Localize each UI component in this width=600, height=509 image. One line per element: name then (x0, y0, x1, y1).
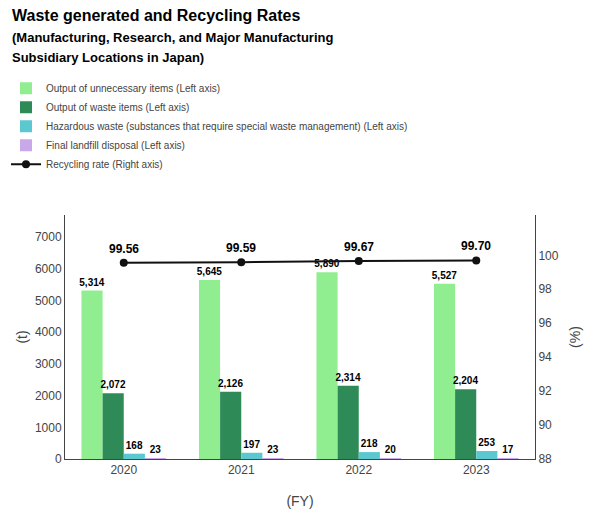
svg-text:94: 94 (538, 350, 552, 364)
svg-text:Hazardous waste (substances th: Hazardous waste (substances that require… (46, 121, 407, 132)
svg-text:3000: 3000 (35, 357, 62, 371)
svg-text:92: 92 (538, 384, 552, 398)
svg-text:2022: 2022 (345, 463, 372, 477)
svg-text:2,314: 2,314 (335, 372, 360, 383)
svg-text:168: 168 (126, 440, 143, 451)
svg-text:218: 218 (361, 438, 378, 449)
svg-text:5,645: 5,645 (197, 266, 222, 277)
svg-text:4000: 4000 (35, 325, 62, 339)
svg-text:6000: 6000 (35, 262, 62, 276)
svg-text:23: 23 (150, 444, 162, 455)
svg-text:2,204: 2,204 (453, 375, 478, 386)
svg-text:2,126: 2,126 (218, 378, 243, 389)
svg-text:0: 0 (55, 452, 62, 466)
svg-text:99.56: 99.56 (109, 242, 139, 256)
svg-text:5000: 5000 (35, 294, 62, 308)
svg-text:5,890: 5,890 (314, 258, 339, 269)
svg-text:Output of unnecessary items (L: Output of unnecessary items (Left axis) (46, 83, 220, 94)
svg-text:5,527: 5,527 (432, 270, 457, 281)
svg-text:2020: 2020 (110, 463, 137, 477)
svg-text:98: 98 (538, 282, 552, 296)
svg-text:2023: 2023 (463, 463, 490, 477)
svg-text:2000: 2000 (35, 389, 62, 403)
svg-text:96: 96 (538, 316, 552, 330)
svg-text:Final landfill disposal (Left: Final landfill disposal (Left axis) (46, 140, 185, 151)
svg-text:(t): (t) (14, 330, 30, 343)
svg-text:99.59: 99.59 (226, 241, 256, 255)
svg-text:(%): (%) (567, 326, 583, 348)
svg-text:88: 88 (538, 452, 552, 466)
svg-text:Recycling rate (Right axis): Recycling rate (Right axis) (46, 159, 163, 170)
svg-text:99.67: 99.67 (344, 240, 374, 254)
svg-text:7000: 7000 (35, 230, 62, 244)
svg-text:2021: 2021 (228, 463, 255, 477)
svg-text:2,072: 2,072 (100, 379, 125, 390)
svg-text:90: 90 (538, 418, 552, 432)
svg-text:100: 100 (538, 249, 558, 263)
svg-text:5,314: 5,314 (79, 277, 104, 288)
svg-text:17: 17 (502, 444, 514, 455)
svg-text:1000: 1000 (35, 421, 62, 435)
svg-text:253: 253 (478, 437, 495, 448)
svg-text:Waste generated and Recycling: Waste generated and Recycling Rates(Manu… (12, 7, 333, 66)
svg-text:(FY): (FY) (286, 493, 313, 509)
svg-text:99.70: 99.70 (461, 239, 491, 253)
svg-text:Output of waste items (Left ax: Output of waste items (Left axis) (46, 102, 189, 113)
svg-text:197: 197 (243, 439, 260, 450)
svg-text:20: 20 (385, 444, 397, 455)
svg-text:23: 23 (267, 444, 279, 455)
